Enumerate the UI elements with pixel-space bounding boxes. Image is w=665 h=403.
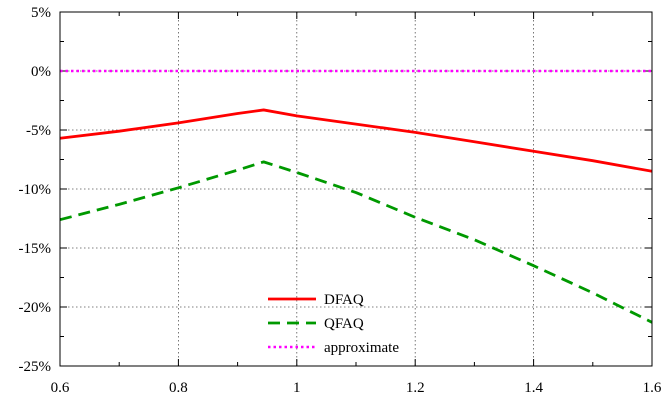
x-tick-label: 0.8 bbox=[169, 380, 188, 396]
y-tick-label: -15% bbox=[19, 241, 52, 257]
y-tick-label: -5% bbox=[26, 123, 51, 139]
legend-label-dfaq: DFAQ bbox=[324, 292, 364, 308]
y-tick-label: 0% bbox=[31, 64, 51, 80]
y-tick-label: 5% bbox=[31, 5, 51, 21]
series-lines bbox=[59, 69, 653, 324]
plot-frame bbox=[59, 11, 653, 367]
x-tick-label: 1.4 bbox=[524, 380, 543, 396]
grid bbox=[60, 12, 652, 366]
legend: DFAQ QFAQ approximate bbox=[268, 292, 399, 356]
x-tick-label: 1 bbox=[293, 380, 301, 396]
y-tick-labels: 5% 0% -5% -10% -15% -20% -25% bbox=[19, 5, 52, 375]
y-tick-label: -25% bbox=[19, 359, 52, 375]
x-tick-label: 0.6 bbox=[51, 380, 70, 396]
legend-label-qfaq: QFAQ bbox=[324, 316, 364, 332]
x-tick-labels: 0.6 0.8 1 1.2 1.4 1.6 bbox=[51, 380, 662, 396]
y-tick-label: -10% bbox=[19, 182, 52, 198]
series-line-dfaq bbox=[59, 108, 653, 173]
legend-label-approximate: approximate bbox=[324, 340, 399, 356]
y-tick-label: -20% bbox=[19, 300, 52, 316]
series-line-qfaq bbox=[59, 160, 653, 324]
x-tick-label: 1.6 bbox=[643, 380, 662, 396]
x-tick-label: 1.2 bbox=[406, 380, 425, 396]
